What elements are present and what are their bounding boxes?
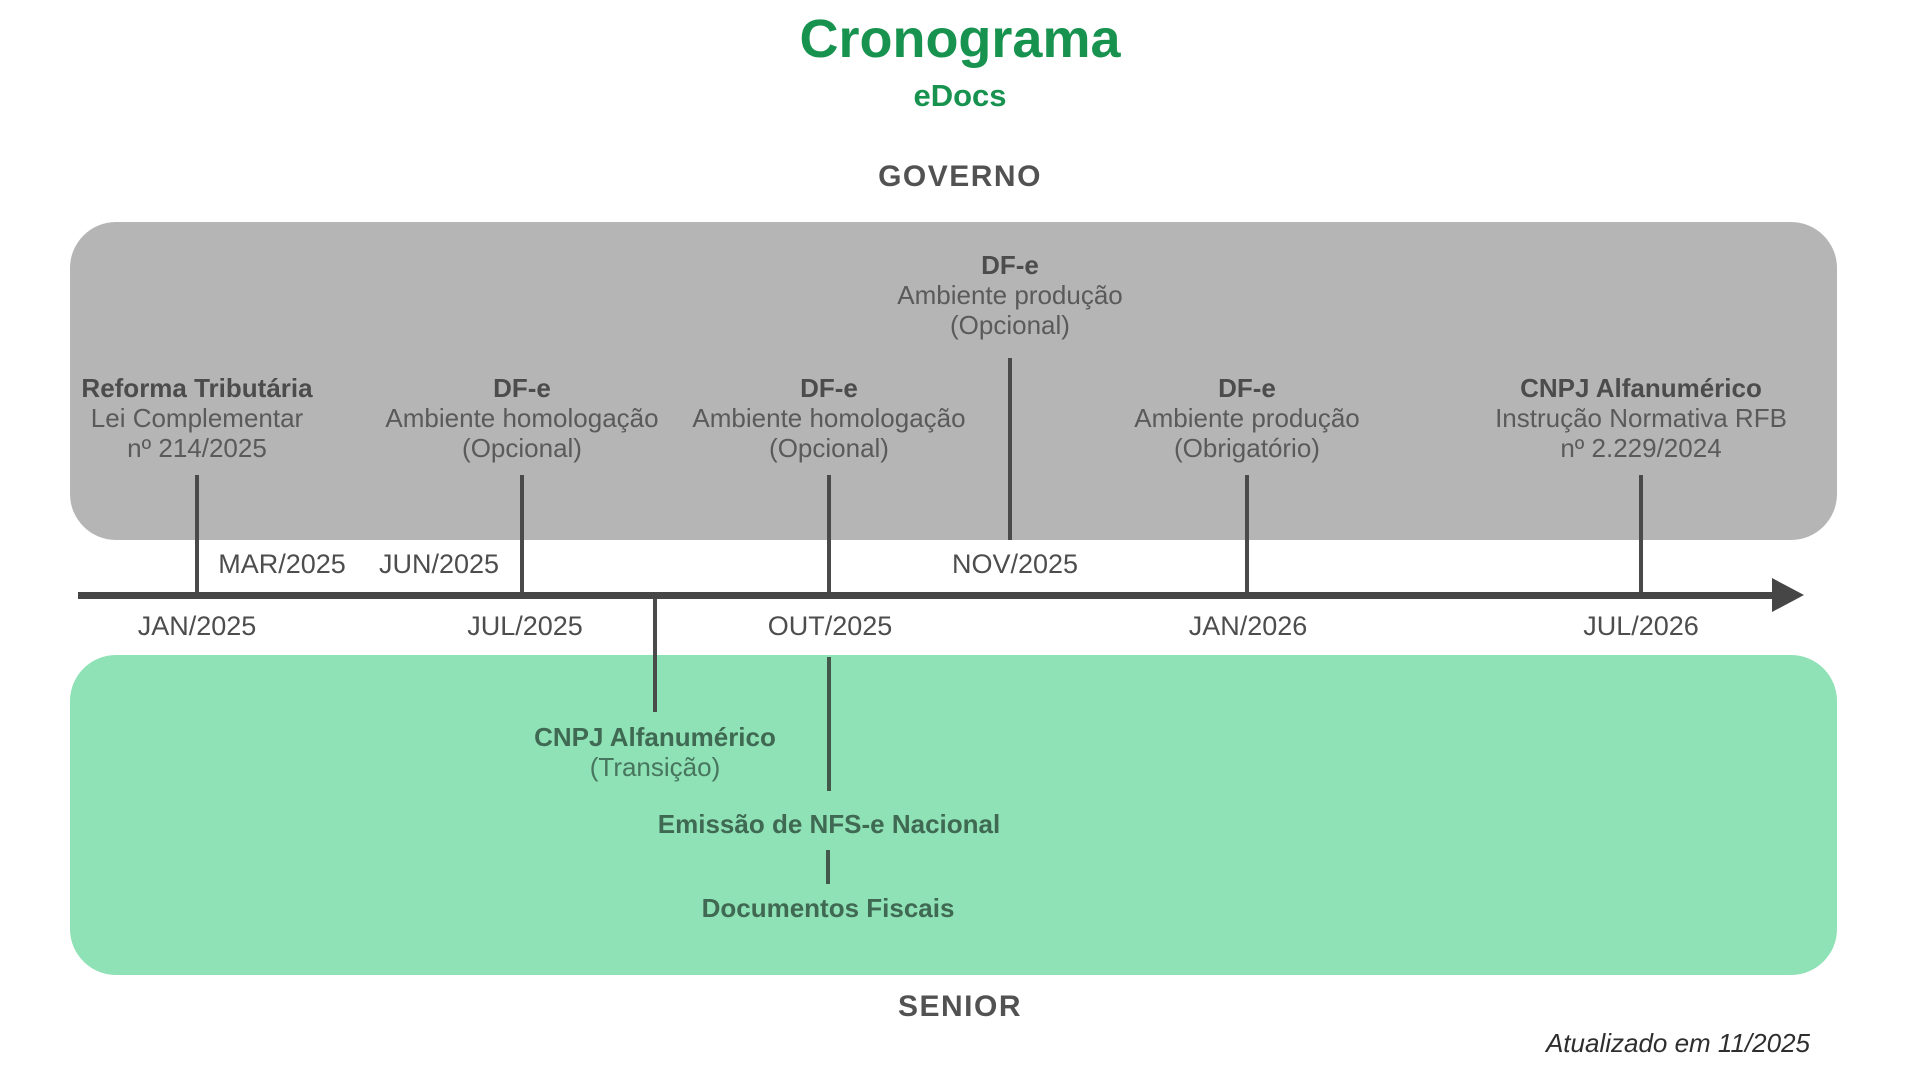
event-title: Emissão de NFS-e Nacional [657,809,1001,839]
connector-dfe-homologacao-jun [520,475,524,592]
event-line: Ambiente homologação [692,403,966,433]
governo-lane-box [70,222,1837,540]
timeline-label-out-2025: OUT/2025 [767,611,893,641]
event-line: (Obrigatório) [1174,433,1320,463]
timeline-label-jul-2025: JUL/2025 [467,611,583,641]
connector-dfe-producao-obrigatorio [1245,475,1249,592]
event-dfe-homologacao-jun: DF-e Ambiente homologação (Opcional) [385,373,658,463]
event-dfe-producao-obrigatorio: DF-e Ambiente produção (Obrigatório) [1134,373,1359,463]
updated-note: Atualizado em 11/2025 [1545,1028,1810,1058]
connector-cnpj-alfanumerico-transicao [653,599,657,712]
connector-dfe-producao-opcional [1008,358,1012,540]
event-line: nº 214/2025 [127,433,267,463]
event-title: CNPJ Alfanumérico [1520,373,1762,403]
event-line: Ambiente produção [1134,403,1360,433]
timeline-label-nov-2025: NOV/2025 [951,549,1079,579]
page-title: Cronograma [799,9,1121,69]
timeline-axis [78,592,1778,599]
event-line: nº 2.229/2024 [1560,433,1722,463]
senior-lane-box [70,655,1837,975]
timeline-label-jun-2025: JUN/2025 [378,549,500,579]
event-title: Documentos Fiscais [701,893,955,923]
event-title: Reforma Tributária [81,373,313,403]
timeline-arrowhead-icon [1772,578,1804,612]
event-dfe-homologacao-out: DF-e Ambiente homologação (Opcional) [692,373,965,463]
event-title: DF-e [800,373,858,403]
event-line: (Opcional) [769,433,889,463]
event-title: DF-e [1218,373,1276,403]
timeline-label-jan-2025: JAN/2025 [137,611,257,641]
event-line: (Transição) [589,752,721,782]
lane-label-governo: GOVERNO [878,160,1042,193]
timeline-label-jan-2026: JAN/2026 [1188,611,1308,641]
page-subtitle: eDocs [913,78,1007,113]
event-documentos-fiscais: Documentos Fiscais [702,893,955,923]
event-line: (Opcional) [950,310,1070,340]
event-line: Lei Complementar [90,403,304,433]
connector-dfe-homologacao-out [827,475,831,592]
event-line: (Opcional) [462,433,582,463]
connector-cnpj-alfanumerico-rfb [1639,475,1643,592]
lane-label-senior: SENIOR [897,990,1023,1023]
event-line: Ambiente produção [897,280,1123,310]
event-line: Ambiente homologação [385,403,659,433]
event-title: DF-e [981,250,1039,280]
event-title: CNPJ Alfanumérico [534,722,776,752]
connector-reforma-tributaria [195,475,199,592]
event-reforma-tributaria: Reforma Tributária Lei Complementar nº 2… [81,373,312,463]
timeline-label-mar-2025: MAR/2025 [218,549,346,579]
event-cnpj-alfanumerico-rfb: CNPJ Alfanumérico Instrução Normativa RF… [1495,373,1787,463]
connector-documentos-fiscais [826,850,830,884]
connector-emissao-nfse-nacional [827,657,831,791]
event-line: Instrução Normativa RFB [1495,403,1787,433]
event-cnpj-alfanumerico-transicao: CNPJ Alfanumérico (Transição) [534,722,776,782]
event-title: DF-e [493,373,551,403]
timeline-label-jul-2026: JUL/2026 [1583,611,1699,641]
event-emissao-nfse-nacional: Emissão de NFS-e Nacional [658,809,1000,839]
event-dfe-producao-opcional: DF-e Ambiente produção (Opcional) [897,250,1122,340]
